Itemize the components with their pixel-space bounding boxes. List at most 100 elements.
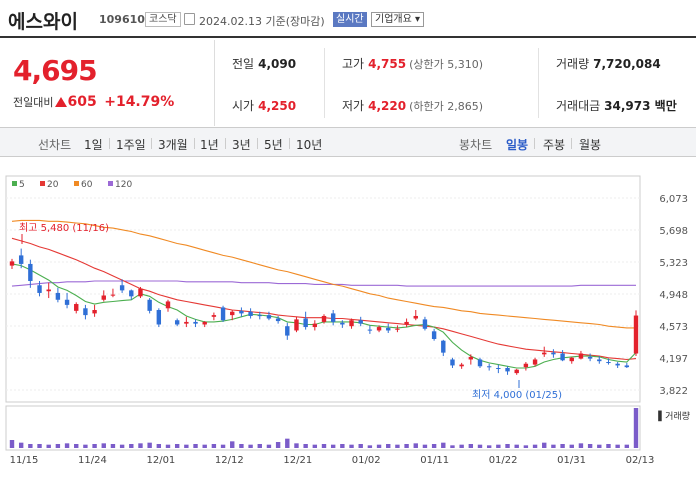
company-info-dropdown[interactable]: 기업개요 ▾ (371, 12, 424, 27)
candle-body (157, 310, 161, 325)
volume-bar (404, 444, 408, 448)
candle-body (28, 264, 32, 281)
volume-bar (203, 445, 207, 448)
stat-value: 34,973 백만 (604, 99, 677, 113)
stock-chart[interactable]: 6,073 5,698 5,323 4,948 4,573 4,197 3,822 5 20 60… (0, 158, 696, 478)
volume-bar (83, 445, 87, 448)
candle-body (533, 359, 537, 364)
volume-bar (120, 445, 124, 448)
divider (257, 138, 258, 149)
x-tick-label: 11/15 (10, 455, 39, 466)
stock-header: 에스와이 109610 코스닥 2024.02.13 기준(장마감) 실시간 기… (0, 0, 696, 38)
base-date: 2024.02.13 기준(장마감) (199, 13, 325, 29)
candle-body (120, 285, 124, 290)
period-1w[interactable]: 1주일 (116, 136, 146, 153)
candle-body (111, 295, 115, 296)
divider (571, 138, 572, 149)
legend-label: 5 (19, 180, 25, 190)
low-annotation: 최저 4,000 (01/25) (472, 389, 562, 401)
candle-body (542, 353, 546, 355)
candle-body (230, 312, 234, 315)
volume-bar (524, 445, 528, 448)
volume-bar (597, 445, 601, 448)
stat-value: 4,090 (258, 57, 296, 71)
candle-body (524, 364, 528, 367)
line-chart-label[interactable]: 선차트 (38, 136, 71, 153)
candle-body (459, 365, 463, 367)
stats-grid: 전일 4,090 고가 4,755 (상한가 5,310) 거래량 7,720,084 … (216, 40, 696, 126)
period-3y[interactable]: 3년 (232, 136, 251, 153)
period-3m[interactable]: 3개월 (158, 136, 188, 153)
volume-bar (10, 440, 14, 448)
candle-weekly[interactable]: 주봉 (543, 136, 565, 153)
volume-bar (469, 444, 473, 448)
x-tick-label: 12/01 (146, 455, 175, 466)
chart-svg[interactable]: 6,073 5,698 5,323 4,948 4,573 4,197 3,822 5 20 60… (0, 158, 696, 478)
high-annotation: 최고 5,480 (11/16) (19, 222, 109, 234)
candle-body (102, 295, 106, 299)
volume-bar (606, 444, 610, 448)
volume-bar (258, 444, 262, 448)
candle-body (184, 322, 188, 324)
stat-label: 거래량 (556, 57, 589, 71)
volume-bar (111, 444, 115, 448)
candle-body (193, 322, 197, 324)
legend-swatch (12, 181, 17, 186)
volume-bar (37, 444, 41, 448)
price-change: 전일대비 605 +14.79% (13, 94, 174, 110)
y-tick-label: 4,573 (659, 322, 688, 333)
candle-body (10, 261, 14, 265)
volume-bar (166, 445, 170, 448)
volume-bar (19, 443, 23, 448)
period-5y[interactable]: 5년 (264, 136, 283, 153)
period-1y[interactable]: 1년 (200, 136, 219, 153)
volume-bar (239, 444, 243, 448)
candle-body (322, 316, 326, 322)
candle-body (303, 319, 307, 328)
candle-body (615, 364, 619, 366)
stock-code: 109610 (99, 13, 145, 26)
volume-bar (570, 445, 574, 448)
stat-amount: 거래대금 34,973 백만 (556, 97, 677, 114)
volume-bar (615, 445, 619, 448)
candle-chart-label[interactable]: 봉차트 (459, 136, 492, 153)
candle-body (239, 311, 243, 314)
candle-body (377, 327, 381, 330)
stat-label: 저가 (342, 99, 364, 113)
candle-body (597, 359, 601, 361)
candle-body (606, 362, 610, 363)
period-1d[interactable]: 1일 (84, 136, 103, 153)
candle-body (450, 359, 454, 365)
volume-bar (184, 445, 188, 448)
stat-value: 4,755 (368, 57, 406, 71)
x-tick-label: 12/12 (215, 455, 244, 466)
volume-bar (276, 442, 280, 448)
y-tick-label: 4,197 (659, 354, 688, 365)
period-10y[interactable]: 10년 (296, 136, 322, 153)
volume-bar (349, 445, 353, 448)
volume-bar (248, 445, 252, 448)
y-tick-label: 5,323 (659, 258, 688, 269)
y-tick-label: 5,698 (659, 226, 688, 237)
stat-label: 고가 (342, 57, 364, 71)
stock-name: 에스와이 (8, 7, 78, 34)
volume-bar (147, 443, 151, 448)
volume-bar (175, 444, 179, 448)
candle-monthly[interactable]: 월봉 (579, 136, 601, 153)
realtime-button[interactable]: 실시간 (333, 12, 367, 27)
volume-bar (285, 439, 289, 448)
candle-body (248, 312, 252, 316)
volume-bar (579, 443, 583, 448)
candle-body (212, 315, 216, 317)
volume-bar (267, 445, 271, 448)
volume-label: ▌거래량 (657, 410, 690, 422)
candle-body (551, 353, 555, 355)
candle-daily[interactable]: 일봉 (506, 136, 528, 153)
candle-body (487, 366, 491, 367)
stat-open: 시가 4,250 (232, 97, 296, 114)
divider (151, 138, 152, 149)
volume-bar (542, 443, 546, 448)
stat-label: 시가 (232, 99, 254, 113)
x-tick-label: 01/11 (420, 455, 449, 466)
candle-body (625, 365, 629, 367)
